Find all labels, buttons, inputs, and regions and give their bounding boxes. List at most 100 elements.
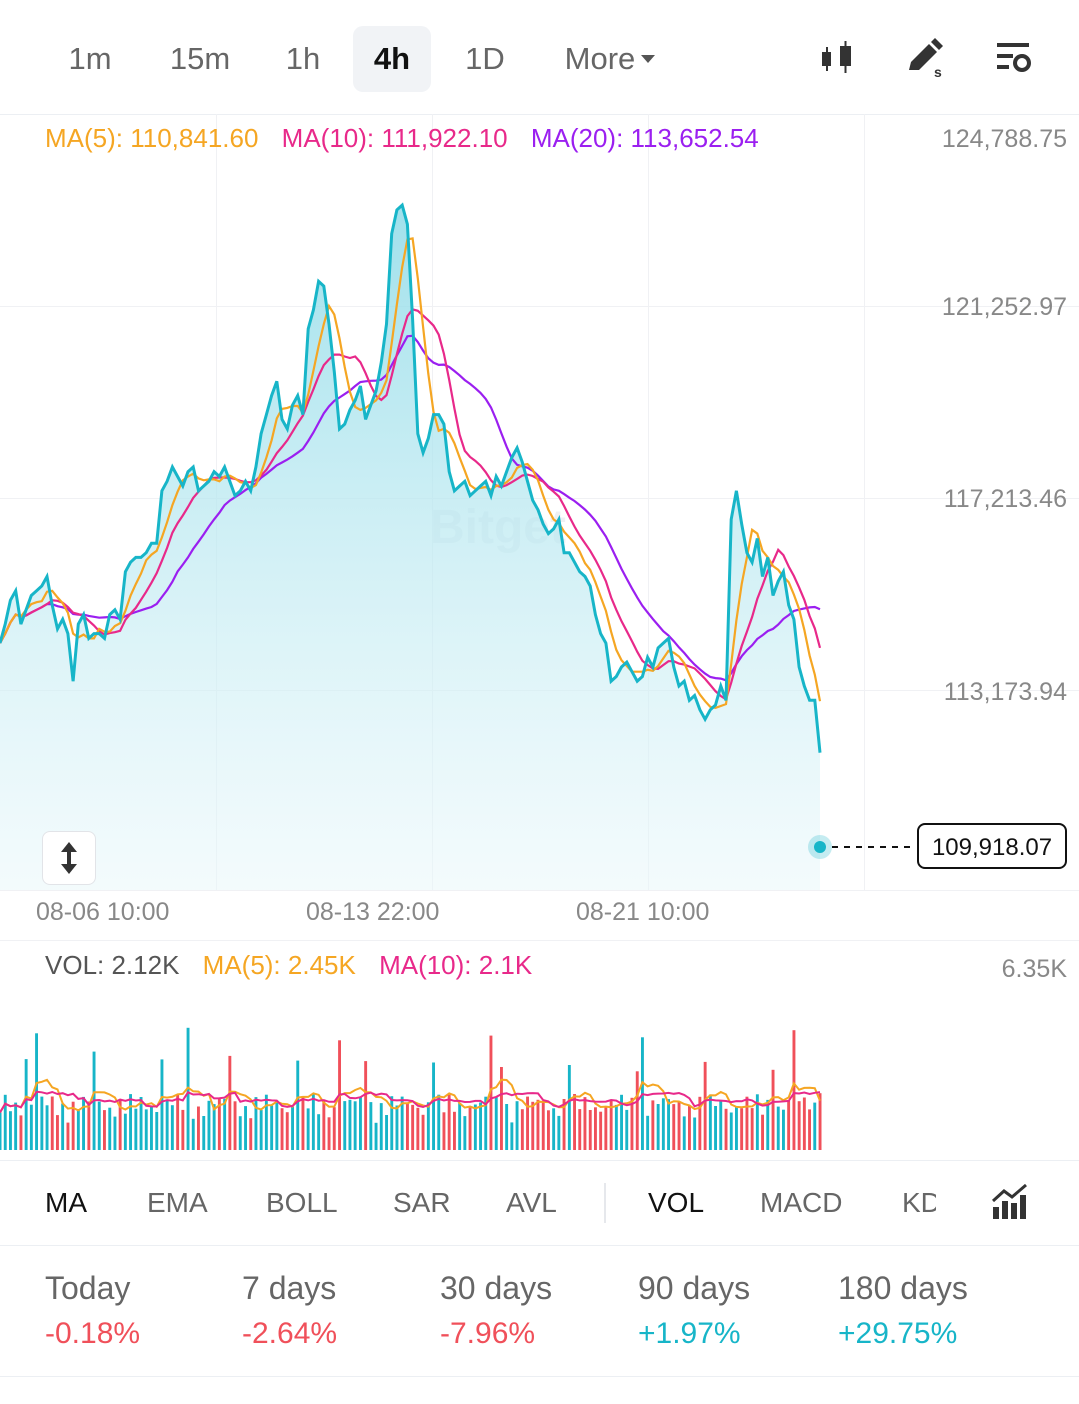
volume-bar [740,1108,744,1150]
volume-bar [395,1105,399,1150]
volume-bar [792,1030,796,1150]
volume-bar [656,1104,660,1150]
volume-bar [181,1109,185,1150]
indicator-boll[interactable]: BOLL [266,1187,338,1218]
volume-ma5-line [0,1078,821,1114]
volume-bar [197,1106,200,1150]
settings-icon[interactable] [994,38,1034,78]
volume-bar [332,1107,336,1150]
interval-4h[interactable]: 4h [353,26,431,92]
volume-bar [82,1096,85,1150]
volume-bar [327,1117,331,1150]
volume-bar [139,1097,143,1150]
volume-chart[interactable] [0,970,1079,1150]
volume-bar [9,1111,12,1150]
volume-bar [651,1100,655,1150]
volume-bar [40,1096,44,1150]
perf-value: -7.96% [440,1317,536,1350]
indicator-kd[interactable]: KD [902,1187,936,1218]
volume-bar [703,1061,707,1150]
volume-bar [677,1101,681,1150]
volume-bar [813,1102,817,1150]
perf-label: 7 days [242,1270,337,1306]
volume-ma10-line [0,1090,821,1114]
volume-bar [714,1106,717,1150]
more-label: More [564,41,636,76]
volume-bar [547,1110,550,1150]
interval-1d[interactable]: 1D [465,41,505,76]
volume-bar [776,1106,780,1150]
draw-icon[interactable]: s [905,38,945,80]
perf-label: Today [45,1270,131,1306]
volume-bar [599,1111,603,1150]
volume-bar [406,1103,409,1150]
time-tick: 08-06 10:00 [36,898,170,926]
grid-line [0,498,1079,499]
volume-bar [129,1094,132,1150]
volume-bar [45,1105,49,1150]
price-chart[interactable] [0,114,1079,890]
volume-bar [489,1035,493,1150]
perf-value: -0.18% [45,1317,141,1350]
volume-bar [688,1105,691,1150]
volume-bar [526,1096,529,1150]
more-dropdown[interactable]: More [550,26,670,92]
price-tick: 121,252.97 [941,293,1067,321]
indicator-ma[interactable]: MA [45,1187,87,1218]
indicator-sar[interactable]: SAR [393,1187,451,1218]
time-tick: 08-13 22:00 [306,898,440,926]
indicator-avl[interactable]: AVL [506,1187,557,1218]
volume-bar [144,1109,148,1150]
volume-bar [682,1116,686,1150]
indicator-macd[interactable]: MACD [760,1187,843,1218]
vertical-resize-icon [61,842,77,874]
volume-bar [520,1109,524,1150]
volume-bar [301,1096,305,1150]
volume-bar [573,1094,576,1150]
volume-bar [66,1122,70,1150]
volume-bar [14,1102,18,1150]
volume-bar [588,1110,592,1150]
indicator-vol[interactable]: VOL [648,1187,705,1218]
volume-bar [583,1097,587,1150]
vol-ma5: MA(5): 2.45K [202,950,356,980]
interval-1m[interactable]: 1m [68,41,112,76]
volume-bar [118,1099,122,1150]
current-point [814,841,826,854]
price-line [0,202,822,753]
price-tick: 124,788.75 [941,125,1067,153]
volume-bar [155,1112,159,1150]
volume-bar [71,1101,75,1150]
current-price-label: 109,918.07 [917,823,1067,869]
volume-bar [818,1093,822,1150]
volume-bar [369,1102,373,1150]
volume-bar [311,1094,315,1150]
volume-bar [693,1117,697,1150]
volume-bar [646,1115,650,1150]
volume-bar [594,1107,597,1150]
perf-label: 90 days [638,1270,751,1306]
vol-ma10: MA(10): 2.1K [379,950,533,980]
svg-text:s: s [934,64,942,78]
interval-15m[interactable]: 15m [169,41,231,76]
candlestick-icon[interactable] [818,38,858,78]
time-tick: 08-21 10:00 [576,898,710,926]
volume-bar [103,1110,106,1150]
volume-bar [264,1094,268,1150]
volume-bar [291,1106,294,1150]
volume-bar [411,1104,415,1150]
volume-bar [165,1100,169,1150]
volume-bar [238,1116,242,1150]
volume-bar [259,1110,263,1150]
volume-bar [708,1094,712,1150]
indicator-settings-icon[interactable] [990,1183,1030,1223]
indicator-ema[interactable]: EMA [147,1187,208,1218]
volume-bar [228,1055,232,1150]
volume-bar [374,1122,378,1150]
volume-bar [50,1096,54,1150]
interval-1h[interactable]: 1h [285,41,321,76]
volume-bar [453,1111,456,1150]
ma5-line [0,237,822,710]
resize-chart-button[interactable] [42,831,96,885]
volume-bar [207,1100,211,1150]
